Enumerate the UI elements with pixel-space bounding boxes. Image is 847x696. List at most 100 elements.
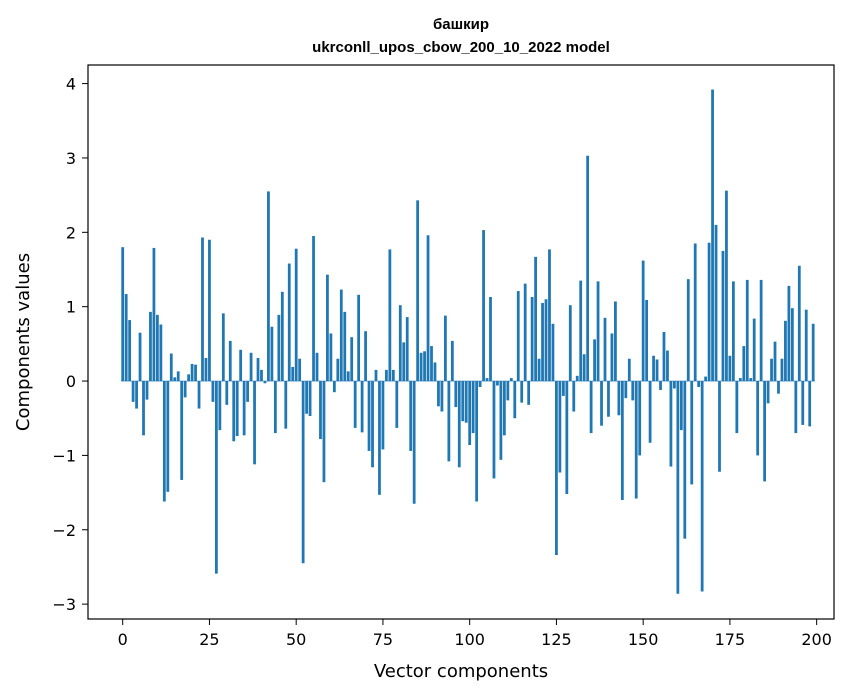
bar	[555, 381, 558, 556]
bar	[652, 355, 655, 382]
bar	[582, 354, 586, 382]
bar	[544, 299, 548, 382]
bar	[225, 381, 229, 405]
bar	[745, 279, 749, 382]
bar	[253, 381, 256, 465]
bar	[242, 381, 246, 436]
bar	[603, 317, 607, 382]
bar	[180, 381, 184, 480]
bar	[332, 381, 336, 393]
bar	[412, 381, 416, 504]
bar	[256, 357, 260, 382]
bar	[273, 381, 277, 434]
bar	[131, 381, 135, 402]
bar	[808, 381, 812, 427]
bar	[149, 311, 152, 382]
x-tick-label: 50	[286, 630, 306, 649]
bar	[183, 381, 187, 398]
bar	[641, 260, 645, 382]
bar	[797, 265, 801, 382]
bar	[735, 381, 739, 434]
bar	[558, 381, 562, 473]
bar	[752, 318, 756, 382]
bar	[686, 279, 690, 382]
y-tick-label: −2	[52, 521, 76, 540]
bar	[794, 381, 798, 434]
bar	[423, 351, 426, 382]
bar	[516, 291, 520, 382]
bar	[784, 320, 787, 382]
bar	[249, 352, 253, 382]
bar	[468, 381, 472, 445]
bar	[433, 362, 437, 382]
bar	[471, 381, 475, 434]
bar	[430, 346, 433, 382]
bar	[551, 323, 555, 382]
bar	[666, 350, 669, 382]
x-axis-label: Vector components	[374, 661, 548, 682]
bar	[589, 381, 593, 434]
x-tick-label: 150	[628, 630, 659, 649]
bar	[294, 248, 298, 382]
bar	[478, 381, 482, 387]
bar	[499, 381, 503, 460]
bar	[270, 326, 274, 382]
bar	[690, 381, 694, 485]
bar	[673, 381, 676, 389]
bar	[315, 352, 319, 382]
bar	[367, 381, 371, 451]
bar	[707, 242, 711, 382]
bar	[201, 237, 204, 382]
bar	[634, 381, 638, 499]
bar	[627, 358, 631, 382]
bar	[405, 317, 409, 382]
bar	[450, 340, 454, 382]
bar	[530, 297, 534, 382]
y-tick-label: −1	[52, 446, 76, 465]
bar	[232, 381, 236, 442]
bar	[527, 381, 531, 405]
bar	[416, 200, 420, 382]
bar	[319, 381, 322, 440]
bar	[759, 279, 763, 382]
bar	[124, 294, 128, 382]
bar	[301, 381, 305, 564]
bar	[312, 236, 315, 382]
bar	[353, 381, 357, 428]
bar	[534, 256, 537, 382]
bar	[326, 274, 329, 382]
bar	[214, 381, 218, 574]
bar	[391, 369, 395, 382]
bar	[374, 369, 378, 382]
bar	[385, 369, 388, 382]
bar	[447, 381, 451, 462]
bar	[811, 323, 815, 382]
bar	[329, 333, 333, 382]
bar	[190, 363, 194, 382]
bar	[437, 381, 440, 407]
bar	[322, 381, 326, 483]
bar	[523, 283, 527, 382]
bar	[572, 381, 576, 412]
bar	[645, 299, 649, 382]
bar	[770, 358, 773, 382]
bar	[277, 314, 281, 382]
bar	[693, 243, 697, 382]
y-tick-label: 2	[66, 223, 76, 242]
bar	[790, 308, 794, 382]
bar	[579, 280, 583, 382]
bar	[357, 294, 361, 382]
bar	[308, 381, 312, 416]
chart-title-line-2: ukrconll_upos_cbow_200_10_2022 model	[312, 39, 610, 56]
bar	[502, 381, 506, 436]
bar	[218, 381, 222, 431]
bar	[173, 377, 177, 382]
bar	[586, 155, 590, 382]
bar	[513, 381, 517, 419]
bar	[659, 381, 662, 390]
bar	[142, 381, 145, 436]
bar	[194, 364, 197, 382]
bar	[287, 263, 291, 382]
bar	[801, 381, 805, 425]
bar	[600, 381, 603, 426]
